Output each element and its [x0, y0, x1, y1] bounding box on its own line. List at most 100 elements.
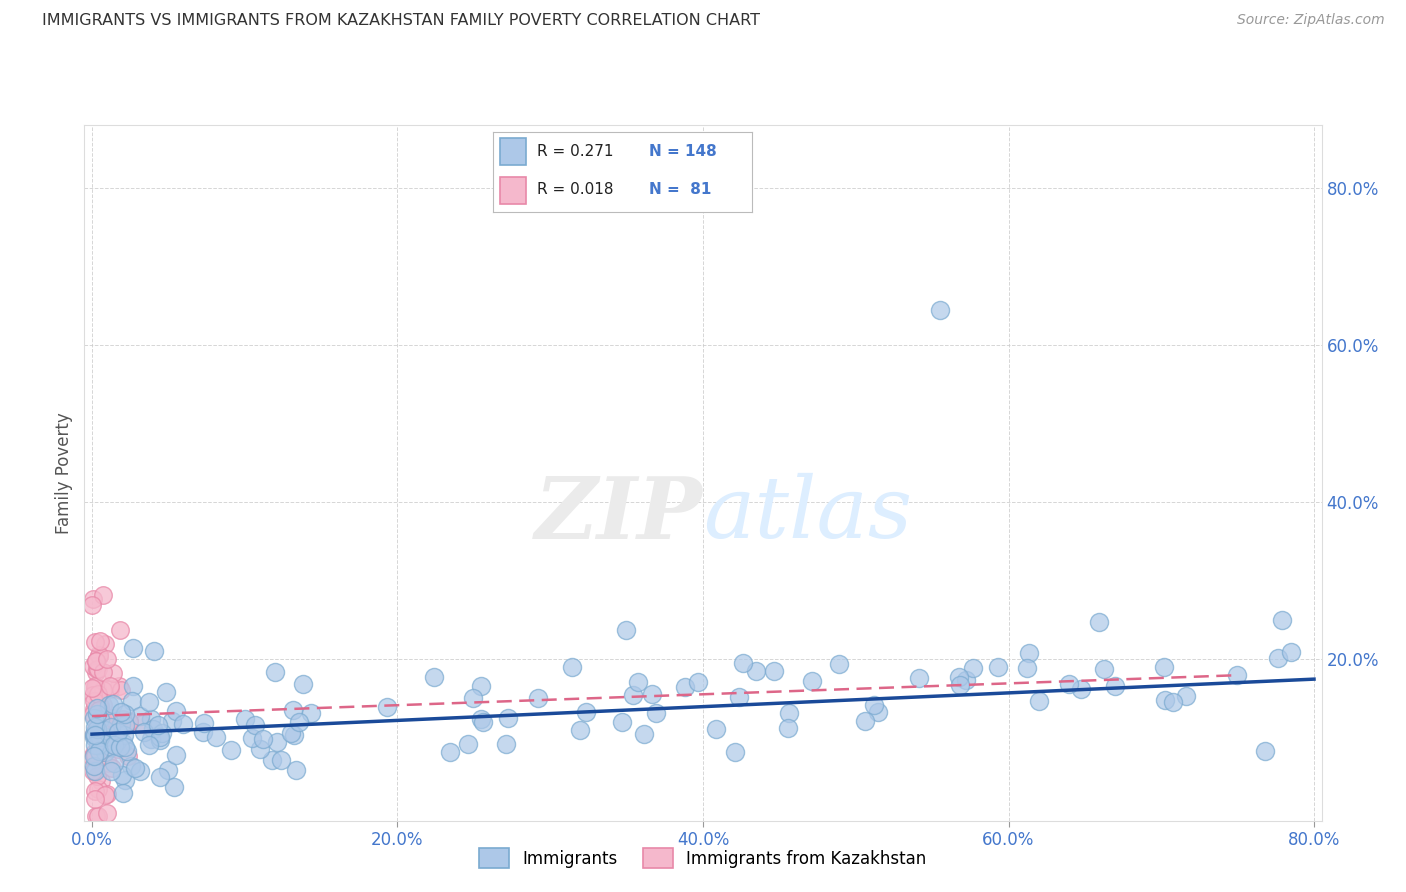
Point [86, 662, 108, 676]
Point [616, 623, 638, 637]
Point [165, 748, 187, 763]
Point [86, 706, 108, 721]
Point [439, 745, 461, 759]
Point [83, 792, 105, 806]
Point [86, 689, 108, 703]
Point [569, 723, 592, 737]
Point [84, 809, 107, 823]
Point [560, 660, 582, 674]
Point [172, 717, 194, 731]
Point [87, 728, 110, 742]
Point [1057, 677, 1080, 691]
Point [139, 732, 162, 747]
Point [260, 753, 283, 767]
Point [118, 714, 141, 729]
Point [83, 727, 105, 741]
Point [117, 748, 139, 763]
Point [83, 746, 105, 760]
Point [853, 714, 876, 729]
Point [96, 787, 118, 801]
Y-axis label: Family Poverty: Family Poverty [55, 412, 73, 533]
Point [108, 623, 131, 637]
Point [87, 703, 110, 717]
Point [866, 705, 889, 719]
Point [82, 599, 104, 613]
Point [292, 677, 315, 691]
Point [948, 670, 970, 684]
Point [83, 694, 105, 708]
Point [1153, 692, 1175, 706]
Point [627, 674, 650, 689]
Point [249, 742, 271, 756]
Point [83, 728, 105, 742]
Point [107, 725, 129, 739]
Point [112, 712, 135, 726]
Point [375, 700, 398, 714]
Point [83, 748, 105, 763]
Point [110, 705, 132, 719]
Point [103, 756, 125, 771]
Point [87, 739, 110, 753]
Point [252, 732, 274, 747]
Point [89, 701, 111, 715]
Point [828, 657, 851, 671]
Point [955, 673, 977, 687]
Point [280, 725, 302, 739]
Point [83, 681, 105, 696]
Point [83, 720, 105, 734]
Point [86, 809, 108, 823]
Point [84, 665, 107, 680]
Point [987, 659, 1010, 673]
Point [496, 711, 519, 725]
Point [86, 769, 108, 783]
Point [472, 714, 495, 729]
Text: atlas: atlas [703, 473, 912, 556]
Point [148, 730, 170, 744]
Point [93, 636, 115, 650]
Point [121, 679, 143, 693]
Point [107, 742, 129, 756]
Point [84, 722, 107, 736]
Point [928, 302, 950, 317]
Point [155, 684, 177, 698]
Point [204, 730, 226, 744]
Point [94, 723, 117, 737]
Point [724, 745, 747, 759]
Point [91, 713, 114, 727]
Point [266, 734, 288, 748]
Point [83, 728, 105, 742]
Point [103, 738, 125, 752]
Point [233, 712, 256, 726]
Point [83, 726, 105, 740]
Point [457, 737, 479, 751]
Point [112, 728, 135, 742]
Point [122, 641, 145, 656]
Point [87, 648, 110, 662]
Point [82, 707, 104, 722]
Point [89, 649, 111, 664]
Point [673, 680, 696, 694]
Point [97, 756, 120, 771]
Point [633, 727, 655, 741]
Point [1017, 661, 1039, 675]
Point [1271, 613, 1294, 627]
Point [90, 773, 112, 788]
Point [101, 697, 124, 711]
Point [107, 679, 129, 693]
Point [621, 688, 644, 702]
Point [1153, 660, 1175, 674]
Point [1104, 679, 1126, 693]
Point [686, 675, 709, 690]
Point [118, 715, 141, 730]
Point [1088, 615, 1111, 630]
Point [94, 730, 117, 744]
Point [160, 714, 183, 728]
Point [149, 732, 172, 747]
Point [1254, 744, 1277, 758]
Point [91, 588, 114, 602]
Point [89, 739, 111, 754]
Point [114, 717, 136, 731]
Point [82, 681, 104, 695]
Point [193, 716, 215, 731]
Point [110, 717, 132, 731]
